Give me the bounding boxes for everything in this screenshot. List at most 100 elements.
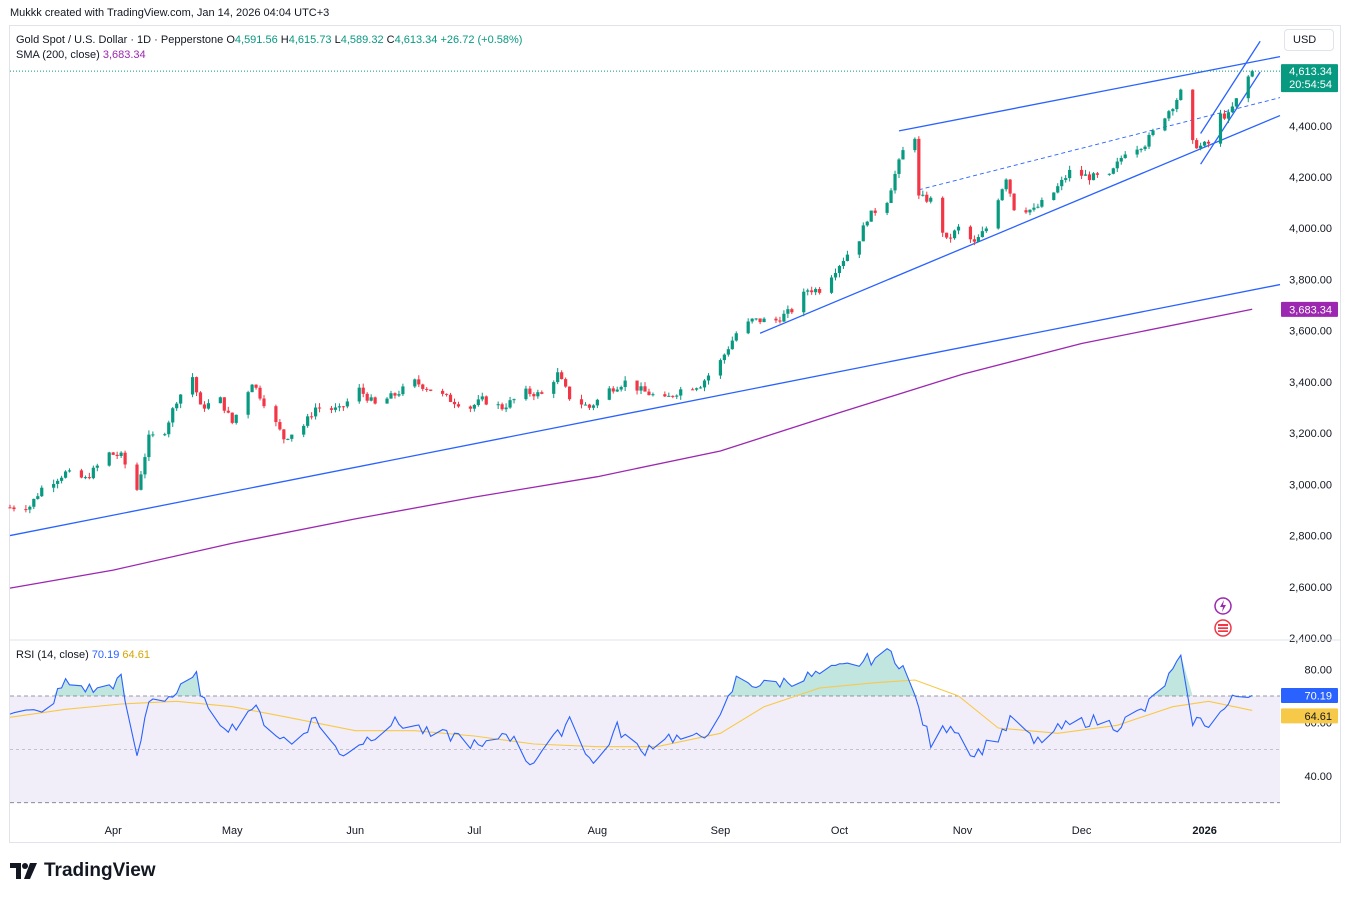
tradingview-logo-icon	[10, 863, 37, 879]
candle	[540, 390, 544, 395]
candle	[1115, 157, 1119, 172]
candle	[901, 146, 905, 160]
price-tick-label: 2,600.00	[1289, 582, 1332, 594]
candle	[1135, 145, 1139, 158]
candle	[87, 472, 91, 480]
candle	[837, 264, 842, 278]
candle	[1008, 179, 1012, 197]
candle	[95, 463, 99, 472]
trendline[interactable]	[1200, 40, 1261, 134]
candle	[718, 358, 723, 379]
time-tick-label: Apr	[105, 825, 122, 837]
candle	[1175, 98, 1179, 113]
rsi-ma-line	[9, 679, 1253, 748]
candle	[1246, 74, 1250, 103]
economic-events[interactable]	[1214, 597, 1232, 637]
price-tick-label: 2,400.00	[1289, 633, 1332, 645]
candle	[1040, 197, 1044, 208]
candle	[440, 388, 445, 397]
candle	[329, 405, 334, 414]
candle	[564, 377, 568, 388]
time-tick-label: Nov	[953, 825, 973, 837]
candle	[8, 504, 12, 509]
candle	[1068, 165, 1072, 182]
trendline[interactable]	[759, 114, 1281, 334]
candle	[1000, 188, 1004, 201]
symbol-description[interactable]: Gold Spot / U.S. Dollar · 1D · Peppersto…	[16, 34, 224, 46]
candle	[611, 386, 615, 394]
trendline[interactable]	[9, 283, 1281, 537]
candle	[313, 403, 318, 420]
time-tick-label: Oct	[831, 825, 848, 837]
candle	[980, 226, 984, 238]
candle	[1091, 172, 1096, 181]
candle	[123, 450, 127, 469]
rsi-badge: 70.19	[1281, 687, 1338, 703]
candle	[198, 391, 203, 405]
rsi-label[interactable]: RSI (14, close)	[16, 649, 89, 661]
candle	[397, 390, 401, 397]
candle	[24, 505, 28, 513]
candle	[790, 307, 794, 315]
time-tick-label: Aug	[588, 825, 608, 837]
candle	[762, 317, 766, 323]
candle	[56, 478, 60, 489]
candle	[996, 198, 1000, 230]
time-tick-label: May	[222, 825, 243, 837]
candle	[968, 225, 973, 244]
candle	[619, 385, 623, 392]
candle	[639, 382, 643, 395]
candle	[274, 404, 278, 427]
candle	[143, 453, 147, 479]
candle	[175, 401, 179, 411]
candle	[1083, 169, 1088, 176]
candle	[448, 392, 453, 403]
candle	[651, 392, 655, 397]
candle	[389, 390, 393, 399]
candle	[913, 137, 917, 153]
candle	[1139, 148, 1143, 153]
candle	[468, 405, 472, 413]
candle	[941, 196, 945, 237]
candle	[32, 498, 36, 510]
candle	[667, 392, 671, 397]
candle	[401, 383, 405, 397]
flag-stripe-2	[1218, 629, 1228, 631]
candle	[496, 401, 500, 409]
candle	[472, 403, 476, 412]
trendline[interactable]	[918, 97, 1281, 191]
rsi-band	[10, 696, 1280, 803]
candle	[421, 383, 425, 392]
candle	[583, 402, 588, 406]
trendline[interactable]	[898, 55, 1281, 132]
candle	[587, 403, 592, 411]
candle	[802, 288, 806, 317]
candle	[726, 346, 730, 357]
candle	[36, 493, 40, 500]
sma-value: 3,683.34	[102, 49, 146, 61]
currency-button[interactable]: USD	[1284, 29, 1334, 51]
candle	[778, 316, 782, 324]
candle	[869, 210, 873, 222]
ohlc-low-label: L	[334, 34, 341, 46]
candle	[694, 387, 699, 392]
candle	[1179, 88, 1183, 101]
candle	[1234, 98, 1238, 109]
trendline[interactable]	[1200, 71, 1261, 165]
candle	[818, 286, 822, 295]
candle	[306, 413, 310, 428]
candle	[226, 406, 230, 414]
candle	[254, 384, 258, 390]
ohlc-row: Gold Spot / U.S. Dollar · 1D · Peppersto…	[16, 33, 522, 48]
candle	[758, 318, 762, 325]
candle	[63, 470, 68, 479]
rsi-tick-label: 40.00	[1304, 771, 1332, 783]
price-tick-label: 4,200.00	[1289, 172, 1332, 184]
candle	[484, 395, 488, 406]
sma-label[interactable]: SMA (200, close)	[16, 49, 100, 61]
candle	[40, 485, 44, 498]
tradingview-logo[interactable]: TradingView	[10, 860, 156, 882]
candle	[595, 398, 599, 409]
last-price-value: 4,613.34	[1289, 66, 1332, 78]
